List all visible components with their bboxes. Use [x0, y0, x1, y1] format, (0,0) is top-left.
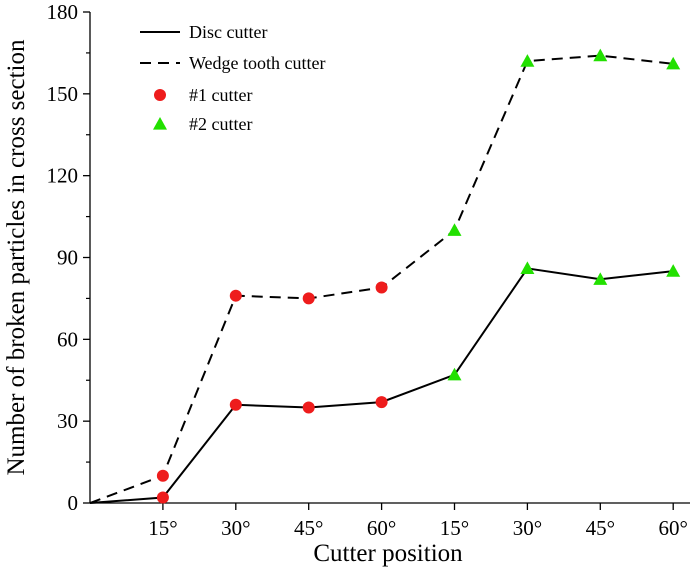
x-tick-label: 45° — [294, 516, 323, 540]
data-point-triangle — [520, 261, 535, 275]
axes: 0 30 60 90 120 150 180 15° 30° 45° 60° 15° 30° 45° 60° — [47, 0, 690, 540]
data-point-triangle — [666, 264, 681, 277]
x-tick-label: 15° — [148, 516, 177, 540]
series-line — [89, 267, 674, 504]
data-point-circle — [375, 396, 388, 409]
x-tick-label: 60° — [658, 516, 687, 540]
y-tick-label: 120 — [47, 164, 79, 188]
data-point-circle — [302, 292, 315, 305]
data-point-circle — [156, 491, 169, 504]
data-point-circle — [156, 469, 169, 482]
y-tick-label: 150 — [47, 82, 79, 106]
y-tick-label: 180 — [47, 0, 79, 24]
y-tick-label: 60 — [57, 327, 78, 351]
x-tick-label: 15° — [440, 516, 469, 540]
data-point-triangle — [520, 54, 535, 67]
data-point-circle — [375, 281, 388, 294]
legend-label: #1 cutter — [189, 85, 252, 105]
data-point-triangle — [593, 48, 608, 62]
legend-swatch-circle — [154, 89, 166, 101]
x-tick-label: 30° — [221, 516, 250, 540]
series-line — [89, 54, 674, 504]
data-point-circle — [302, 401, 315, 414]
x-tick-label: 60° — [367, 516, 396, 540]
data-point-triangle — [447, 223, 462, 236]
legend-label: #2 cutter — [189, 114, 252, 134]
y-tick-label: 90 — [57, 246, 78, 270]
y-tick-label: 0 — [68, 491, 79, 515]
data-point-circle — [229, 289, 242, 302]
legend-swatch-triangle — [153, 117, 167, 130]
x-tick-label: 30° — [513, 516, 542, 540]
legend: Disc cutter Wedge tooth cutter #1 cutter #2… — [140, 22, 326, 134]
x-axis-title: Cutter position — [313, 540, 463, 567]
legend-label: Wedge tooth cutter — [189, 53, 326, 73]
y-tick-label: 30 — [57, 409, 78, 433]
marker-layer — [156, 48, 681, 504]
data-point-circle — [229, 398, 242, 411]
legend-label: Disc cutter — [189, 22, 267, 42]
y-axis-title: Number of broken particles in cross sect… — [3, 39, 30, 475]
data-point-triangle — [593, 272, 608, 285]
series-layer — [89, 54, 674, 504]
data-point-triangle — [666, 56, 681, 70]
data-point-triangle — [447, 367, 462, 381]
x-tick-label: 45° — [586, 516, 615, 540]
